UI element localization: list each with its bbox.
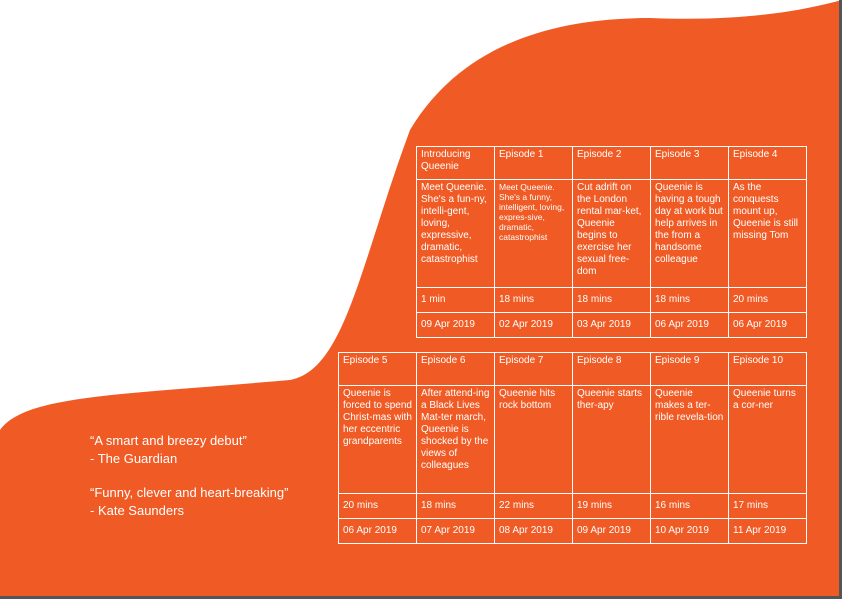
table-row: Queenie is forced to spend Christ-mas wi… — [338, 385, 807, 494]
table-row: Episode 5 Episode 6 Episode 7 Episode 8 … — [338, 352, 807, 386]
episode-table-top: Introducing Queenie Episode 1 Episode 2 … — [416, 146, 807, 338]
episode-duration: 18 mins — [494, 287, 573, 313]
episode-duration: 1 min — [416, 287, 495, 313]
episode-duration: 20 mins — [338, 493, 417, 519]
episode-synopsis: Meet Queenie. She's a funny, intelligent… — [494, 179, 573, 288]
quote-source: - Kate Saunders — [90, 503, 184, 518]
episode-date: 06 Apr 2019 — [338, 518, 417, 544]
table-row: 20 mins 18 mins 22 mins 19 mins 16 mins … — [338, 493, 807, 519]
episode-synopsis: Queenie makes a ter-rible revela-tion — [650, 385, 729, 494]
episode-date: 03 Apr 2019 — [572, 312, 651, 338]
episode-duration: 22 mins — [494, 493, 573, 519]
quote-text: “A smart and breezy debut” — [90, 433, 247, 448]
episode-date: 02 Apr 2019 — [494, 312, 573, 338]
quote-text: “Funny, clever and heart-breaking” — [90, 485, 289, 500]
episode-synopsis: Cut adrift on the London rental mar-ket,… — [572, 179, 651, 288]
press-quote: “A smart and breezy debut” - The Guardia… — [90, 432, 310, 468]
episode-title: Introducing Queenie — [416, 146, 495, 180]
episode-duration: 18 mins — [416, 493, 495, 519]
episode-date: 11 Apr 2019 — [728, 518, 807, 544]
page-edge-bottom — [0, 596, 842, 599]
episode-duration: 18 mins — [650, 287, 729, 313]
episode-duration: 16 mins — [650, 493, 729, 519]
episode-synopsis: Queenie is having a tough day at work bu… — [650, 179, 729, 288]
episode-title: Episode 3 — [650, 146, 729, 180]
table-row: Meet Queenie. She's a fun-ny, intelli-ge… — [416, 179, 807, 288]
table-row: Introducing Queenie Episode 1 Episode 2 … — [416, 146, 807, 180]
episode-title: Episode 5 — [338, 352, 417, 386]
episode-duration: 18 mins — [572, 287, 651, 313]
episode-date: 08 Apr 2019 — [494, 518, 573, 544]
episode-duration: 19 mins — [572, 493, 651, 519]
episode-synopsis: Queenie turns a cor-ner — [728, 385, 807, 494]
episode-synopsis: Queenie hits rock bottom — [494, 385, 573, 494]
episode-synopsis: After attend-ing a Black Lives Mat-ter m… — [416, 385, 495, 494]
episode-title: Episode 2 — [572, 146, 651, 180]
episode-synopsis: Queenie starts ther-apy — [572, 385, 651, 494]
episode-title: Episode 4 — [728, 146, 807, 180]
episode-title: Episode 8 — [572, 352, 651, 386]
episode-title: Episode 10 — [728, 352, 807, 386]
page-edge-right — [839, 0, 842, 599]
episode-title: Episode 6 — [416, 352, 495, 386]
press-quotes: “A smart and breezy debut” - The Guardia… — [90, 432, 310, 536]
episode-duration: 20 mins — [728, 287, 807, 313]
episode-title: Episode 9 — [650, 352, 729, 386]
episode-title: Episode 1 — [494, 146, 573, 180]
episode-date: 09 Apr 2019 — [416, 312, 495, 338]
episode-date: 06 Apr 2019 — [728, 312, 807, 338]
table-row: 06 Apr 2019 07 Apr 2019 08 Apr 2019 09 A… — [338, 518, 807, 544]
press-quote: “Funny, clever and heart-breaking” - Kat… — [90, 484, 310, 520]
episode-synopsis: Meet Queenie. She's a fun-ny, intelli-ge… — [416, 179, 495, 288]
episode-date: 06 Apr 2019 — [650, 312, 729, 338]
episode-title: Episode 7 — [494, 352, 573, 386]
quote-source: - The Guardian — [90, 451, 178, 466]
table-row: 1 min 18 mins 18 mins 18 mins 20 mins — [416, 287, 807, 313]
episode-synopsis: Queenie is forced to spend Christ-mas wi… — [338, 385, 417, 494]
episode-table-bottom: Episode 5 Episode 6 Episode 7 Episode 8 … — [338, 352, 807, 544]
episode-synopsis: As the conquests mount up, Queenie is st… — [728, 179, 807, 288]
episode-date: 09 Apr 2019 — [572, 518, 651, 544]
table-row: 09 Apr 2019 02 Apr 2019 03 Apr 2019 06 A… — [416, 312, 807, 338]
episode-duration: 17 mins — [728, 493, 807, 519]
episode-date: 07 Apr 2019 — [416, 518, 495, 544]
episode-date: 10 Apr 2019 — [650, 518, 729, 544]
